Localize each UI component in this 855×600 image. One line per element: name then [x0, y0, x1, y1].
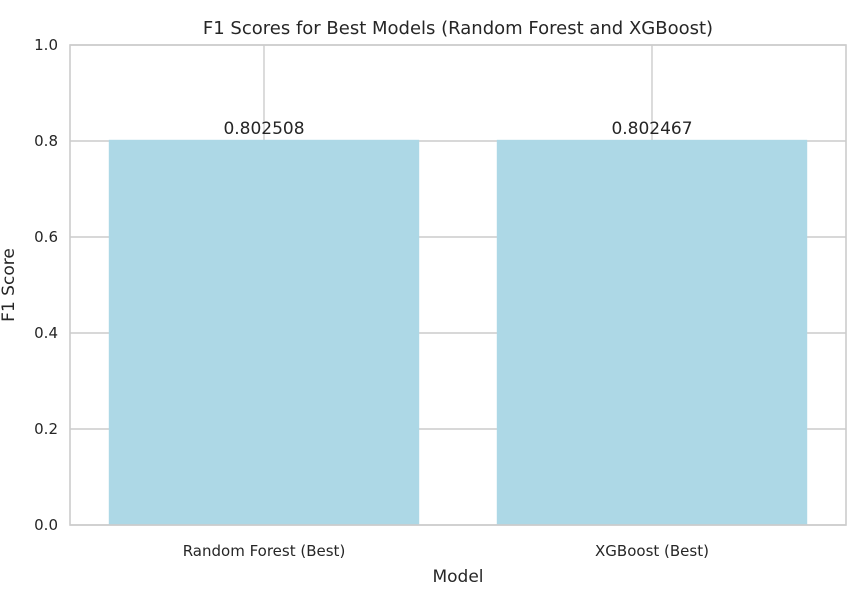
x-tick-label: Random Forest (Best) — [183, 542, 346, 560]
x-axis-ticks: Random Forest (Best) XGBoost (Best) — [183, 542, 709, 560]
data-labels: 0.802508 0.802467 — [223, 119, 692, 139]
y-axis-label: F1 Score — [0, 248, 19, 322]
bar-value-label: 0.802508 — [223, 119, 304, 139]
bar-2 — [496, 139, 808, 525]
x-axis-label: Model — [432, 567, 483, 587]
y-tick-label: 1.0 — [34, 36, 58, 54]
bar-value-label: 0.802467 — [611, 119, 692, 139]
y-tick-label: 0.6 — [34, 228, 58, 246]
x-tick-label: XGBoost (Best) — [595, 542, 709, 560]
bar-1 — [108, 139, 420, 526]
y-tick-label: 0.4 — [34, 324, 58, 342]
plot-frame — [69, 44, 847, 526]
y-tick-label: 0.8 — [34, 132, 58, 150]
y-tick-label: 0.2 — [34, 420, 58, 438]
chart-title: F1 Scores for Best Models (Random Forest… — [203, 18, 713, 39]
bars — [108, 139, 808, 526]
y-axis-ticks: 0.0 0.2 0.4 0.6 0.8 1.0 — [34, 36, 58, 534]
y-tick-label: 0.0 — [34, 516, 58, 534]
